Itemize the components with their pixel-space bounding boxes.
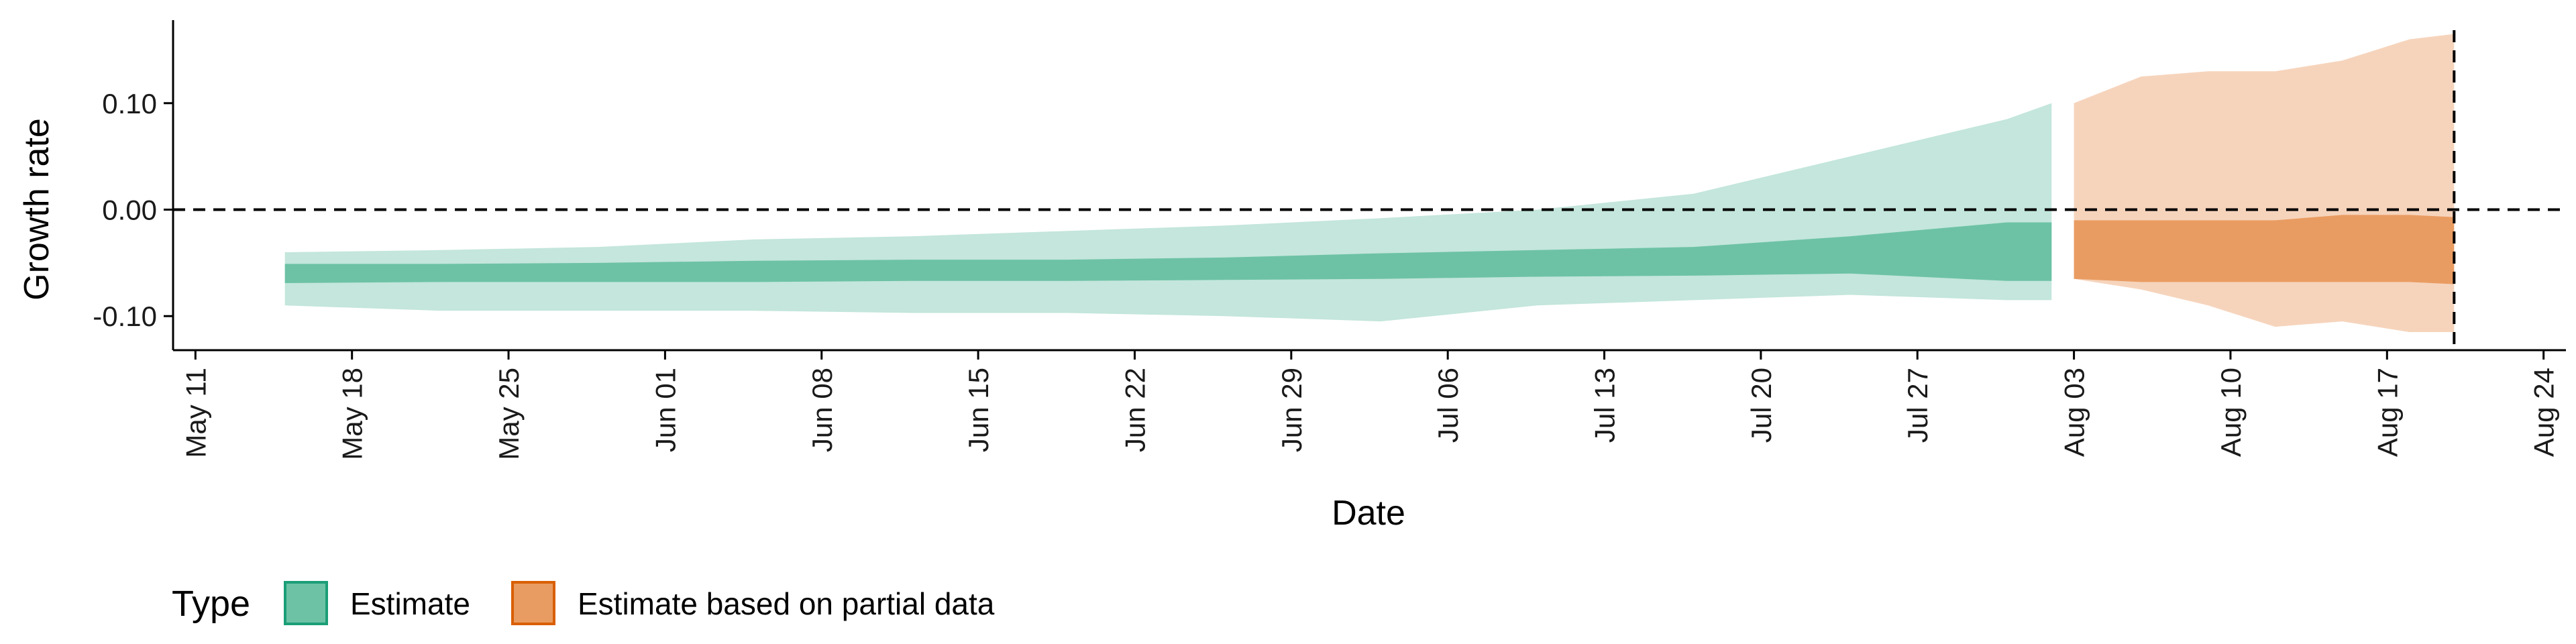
- y-axis-title: Growth rate: [17, 118, 56, 301]
- bands-layer: [284, 34, 2455, 332]
- x-axis-title: Date: [1332, 494, 1405, 533]
- x-tick-label: Aug 03: [2059, 368, 2090, 457]
- x-tick-label: Jul 06: [1432, 368, 1464, 443]
- x-tick-label: May 25: [493, 368, 525, 460]
- x-tick-label: Jun 29: [1276, 368, 1307, 452]
- x-tick-label: Aug 24: [2528, 368, 2560, 457]
- legend-swatch-partial: [511, 581, 555, 625]
- x-tick-label: Jun 01: [649, 368, 681, 452]
- estimate-inner-band: [284, 222, 2052, 283]
- partial-outer-band: [2074, 34, 2455, 332]
- legend-label-partial: Estimate based on partial data: [578, 586, 995, 621]
- legend-title: Type: [172, 584, 250, 624]
- legend-label-estimate: Estimate: [350, 586, 470, 621]
- x-tick-label: May 11: [180, 368, 211, 458]
- plot-area: [173, 30, 2566, 350]
- legend-swatch-estimate: [284, 581, 328, 625]
- x-tick-label: Jul 13: [1589, 368, 1621, 443]
- y-tick-label: 0.10: [102, 88, 157, 119]
- y-tick-label: 0.00: [102, 195, 157, 226]
- x-axis-ticks: May 11 May 18 May 25 Jun 01 Jun 08 Jun 15 Jun …: [180, 350, 2560, 460]
- x-tick-label: May 18: [337, 368, 368, 460]
- x-tick-label: Aug 17: [2371, 368, 2403, 457]
- legend: Type Estimate Estimate based on partial …: [172, 581, 995, 625]
- x-tick-label: Jul 20: [1746, 368, 1777, 443]
- y-tick-label: -0.10: [93, 301, 157, 332]
- estimate-outer-band: [284, 103, 2052, 322]
- x-tick-label: Jun 15: [963, 368, 994, 452]
- y-axis-ticks: -0.10 0.00 0.10: [93, 88, 173, 332]
- partial-inner-band: [2074, 215, 2455, 284]
- x-tick-label: Aug 10: [2215, 368, 2247, 457]
- x-tick-label: Jun 08: [806, 368, 838, 452]
- x-tick-label: Jul 27: [1902, 368, 1933, 443]
- x-tick-label: Jun 22: [1120, 368, 1151, 452]
